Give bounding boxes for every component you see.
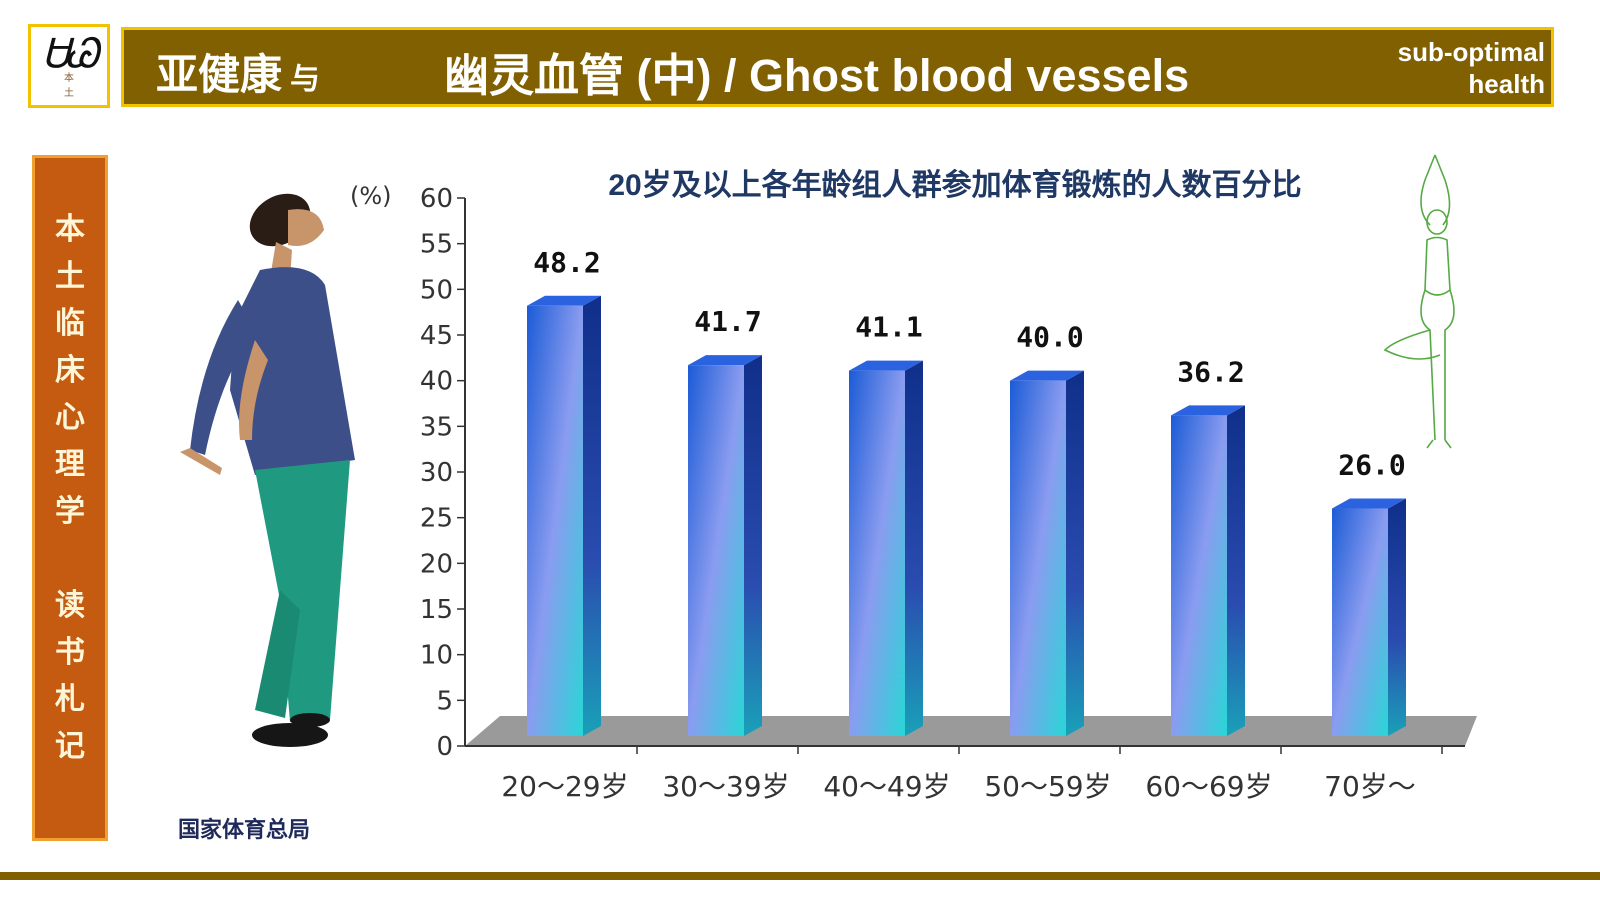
logo: ᏌᏊ 本 土 <box>28 24 110 108</box>
bar-side <box>1388 498 1406 736</box>
bar-side <box>905 360 923 736</box>
title-right: sub-optimal health <box>1398 36 1545 100</box>
x-tick-label: 20～29岁 <box>501 770 628 803</box>
y-tick-label: 40 <box>420 367 453 397</box>
yoga-pose-illustration <box>1383 154 1455 449</box>
bar <box>1171 415 1227 736</box>
title-right-line2: health <box>1468 69 1545 99</box>
bar-top <box>527 295 601 306</box>
y-tick-label: 30 <box>420 458 453 488</box>
bar-side <box>583 295 601 736</box>
bar <box>1010 380 1066 736</box>
stretching-person-illustration <box>180 193 355 747</box>
bar-side <box>744 355 762 736</box>
x-tick-label: 30～39岁 <box>662 770 789 803</box>
y-tick-label: 55 <box>420 230 453 260</box>
logo-sub: 本 土 <box>64 73 92 99</box>
y-tick-label: 0 <box>436 732 453 762</box>
x-tick-label: 40～49岁 <box>823 770 950 803</box>
title-left: 亚健康与 <box>156 41 320 102</box>
bar-value-label: 40.0 <box>1016 321 1083 354</box>
chart-floor <box>465 716 1477 746</box>
bar <box>688 365 744 736</box>
y-tick-label: 35 <box>420 412 453 442</box>
x-tick-label: 60～69岁 <box>1145 770 1272 803</box>
y-tick-label: 45 <box>420 321 453 351</box>
y-tick-label: 20 <box>420 549 453 579</box>
bar <box>527 305 583 736</box>
bar-top <box>688 355 762 366</box>
y-tick-label: 10 <box>420 641 453 671</box>
bar-top <box>1332 498 1406 509</box>
bar-top <box>1171 405 1245 416</box>
header-bar: 亚健康与 幽灵血管 (中) / Ghost blood vessels sub-… <box>121 27 1554 107</box>
page-title: 幽灵血管 (中) / Ghost blood vessels <box>444 50 1190 101</box>
chart-title: 20岁及以上各年龄组人群参加体育锻炼的人数百分比 <box>608 169 1302 202</box>
bar-chart: 0 5 10 15 20 25 30 35 40 45 50 55 60 (%) 48.2 20～29岁 41.… <box>350 182 1477 803</box>
bar-value-label: 41.1 <box>855 311 922 344</box>
title-connector: 与 <box>290 63 321 96</box>
bar-side <box>1066 370 1084 736</box>
y-tick-label: 25 <box>420 504 453 534</box>
bar-value-label: 41.7 <box>694 305 761 338</box>
bar <box>849 370 905 736</box>
bar-top <box>849 360 923 371</box>
side-banner: 本土临床心理学 读书札记 <box>32 155 108 841</box>
bar-value-label: 48.2 <box>533 246 600 279</box>
y-tick-label: 60 <box>420 184 453 214</box>
bottom-bar <box>0 872 1600 880</box>
side-banner-text: 本土临床心理学 读书札记 <box>55 212 85 764</box>
y-tick-label: 50 <box>420 275 453 305</box>
x-tick-label: 70岁～ <box>1324 770 1416 803</box>
y-axis-label: (%) <box>350 182 392 210</box>
bar-top <box>1010 370 1084 381</box>
y-tick-label: 5 <box>436 686 453 716</box>
bar-value-label: 26.0 <box>1338 449 1405 482</box>
y-tick-label: 15 <box>420 595 453 625</box>
x-tick-label: 50～59岁 <box>984 770 1111 803</box>
bar-side <box>1227 405 1245 736</box>
title-left-text: 亚健康 <box>156 51 283 98</box>
title-right-line1: sub-optimal <box>1397 37 1545 67</box>
bar <box>1332 508 1388 736</box>
logo-mark: ᏌᏊ <box>42 31 99 77</box>
bar-value-label: 36.2 <box>1177 355 1244 388</box>
source-label: 国家体育总局 <box>178 817 311 843</box>
